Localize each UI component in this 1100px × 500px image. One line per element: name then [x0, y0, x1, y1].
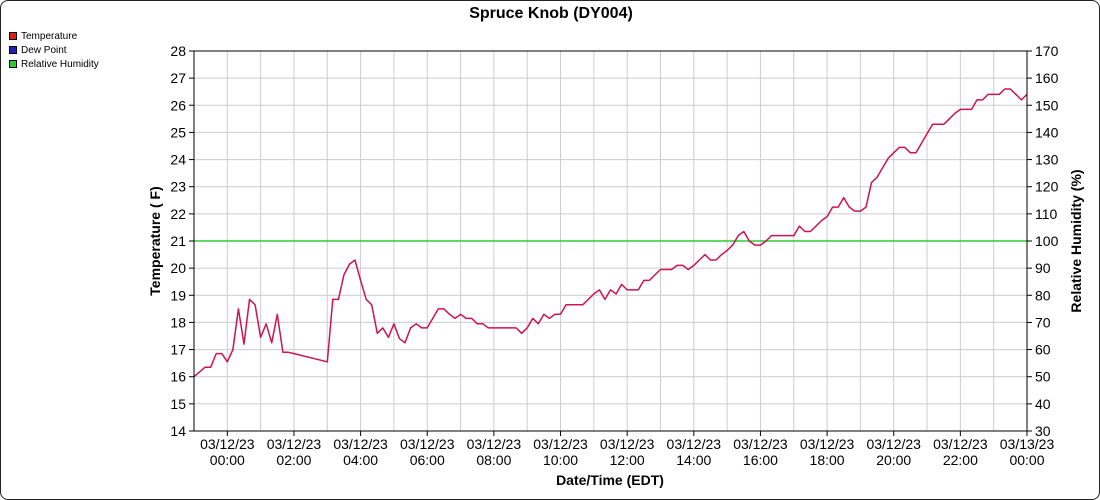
x-tick-time: 00:00 [210, 452, 245, 468]
y-tick-label: 14 [170, 423, 186, 439]
x-tick-label: 03/12/23 02:00 [267, 436, 322, 468]
x-tick-time: 12:00 [610, 452, 645, 468]
y2-tick-label: 120 [1035, 179, 1059, 195]
x-tick-label: 03/12/23 12:00 [600, 436, 655, 468]
x-tick-time: 06:00 [410, 452, 445, 468]
series-layer [193, 88, 1028, 378]
y2-tick-label: 60 [1035, 342, 1051, 358]
x-tick-label: 03/12/23 14:00 [667, 436, 722, 468]
legend-label-relative-humidity: Relative Humidity [21, 58, 99, 70]
x-tick-label: 03/13/23 00:00 [1000, 436, 1055, 468]
legend-swatch-temperature [9, 32, 17, 40]
x-tick-date: 03/12/23 [866, 436, 921, 452]
y-tick-label: 19 [170, 287, 186, 303]
legend-label-temperature: Temperature [21, 30, 78, 42]
y-tick-label: 20 [170, 260, 186, 276]
legend-swatch-relative-humidity [9, 60, 17, 68]
x-tick-date: 03/12/23 [333, 436, 388, 452]
x-tick-label: 03/12/23 08:00 [467, 436, 522, 468]
x-tick-time: 10:00 [543, 452, 578, 468]
y2-axis-ticks: 30 40 50 60 70 80 90 100 110 120 130 140 150 160 170 [1027, 43, 1059, 439]
x-tick-label: 03/12/23 20:00 [866, 436, 921, 468]
x-tick-date: 03/12/23 [600, 436, 655, 452]
y2-tick-label: 110 [1035, 206, 1058, 222]
x-tick-label: 03/12/23 22:00 [933, 436, 988, 468]
y-axis-ticks: 14 15 16 17 18 19 20 21 22 23 24 25 26 27 28 [170, 43, 194, 439]
x-tick-time: 18:00 [810, 452, 845, 468]
y2-tick-label: 150 [1035, 97, 1059, 113]
x-tick-time: 16:00 [743, 452, 778, 468]
y2-tick-label: 170 [1035, 43, 1059, 59]
x-tick-date: 03/13/23 [1000, 436, 1055, 452]
y-tick-label: 25 [170, 124, 186, 140]
x-tick-time: 02:00 [276, 452, 311, 468]
x-tick-time: 04:00 [343, 452, 378, 468]
y-tick-label: 18 [170, 314, 186, 330]
x-tick-date: 03/12/23 [267, 436, 322, 452]
y-tick-label: 28 [170, 43, 186, 59]
chart-title: Spruce Knob (DY004) [469, 5, 633, 22]
y2-tick-label: 90 [1035, 260, 1051, 276]
y-tick-label: 27 [170, 70, 186, 86]
legend-item-dew-point: Dew Point [9, 43, 99, 57]
x-tick-time: 22:00 [943, 452, 978, 468]
y2-tick-label: 140 [1035, 124, 1059, 140]
y2-tick-label: 80 [1035, 287, 1051, 303]
legend-swatch-dew-point [9, 46, 17, 54]
y-tick-label: 24 [170, 152, 186, 168]
y-tick-label: 26 [170, 97, 186, 113]
y-tick-label: 22 [170, 206, 186, 222]
y2-tick-label: 50 [1035, 369, 1051, 385]
y-tick-label: 15 [170, 396, 186, 412]
legend-item-relative-humidity: Relative Humidity [9, 57, 99, 71]
x-tick-label: 03/12/23 10:00 [533, 436, 588, 468]
x-tick-time: 14:00 [676, 452, 711, 468]
y2-tick-label: 160 [1035, 70, 1059, 86]
y2-tick-label: 40 [1035, 396, 1051, 412]
x-tick-label: 03/12/23 18:00 [800, 436, 855, 468]
x-tick-label: 03/12/23 06:00 [400, 436, 455, 468]
y-axis-label: Temperature ( F) [147, 186, 163, 295]
x-tick-date: 03/12/23 [800, 436, 855, 452]
x-axis-label: Date/Time (EDT) [556, 472, 664, 488]
y2-tick-label: 130 [1035, 152, 1059, 168]
x-tick-date: 03/12/23 [200, 436, 255, 452]
y-tick-label: 21 [170, 233, 186, 249]
y2-tick-label: 70 [1035, 314, 1051, 330]
x-tick-date: 03/12/23 [533, 436, 588, 452]
legend: Temperature Dew Point Relative Humidity [9, 29, 99, 71]
x-tick-time: 08:00 [476, 452, 511, 468]
x-tick-time: 00:00 [1009, 452, 1044, 468]
x-tick-date: 03/12/23 [933, 436, 988, 452]
y-tick-label: 17 [170, 342, 186, 358]
x-tick-date: 03/12/23 [733, 436, 788, 452]
legend-item-temperature: Temperature [9, 29, 99, 43]
y2-tick-label: 100 [1035, 233, 1059, 249]
y-tick-label: 23 [170, 179, 186, 195]
y2-tick-label: 30 [1035, 423, 1051, 439]
y2-axis-label: Relative Humidity (%) [1068, 169, 1084, 312]
x-tick-date: 03/12/23 [400, 436, 455, 452]
x-tick-date: 03/12/23 [667, 436, 722, 452]
x-tick-label: 03/12/23 04:00 [333, 436, 388, 468]
x-tick-date: 03/12/23 [467, 436, 522, 452]
series-line-temperature [193, 88, 1028, 378]
x-tick-label: 03/12/23 00:00 [200, 436, 255, 468]
x-tick-label: 03/12/23 16:00 [733, 436, 788, 468]
x-tick-time: 20:00 [876, 452, 911, 468]
y-tick-label: 16 [170, 369, 186, 385]
legend-label-dew-point: Dew Point [21, 44, 67, 56]
